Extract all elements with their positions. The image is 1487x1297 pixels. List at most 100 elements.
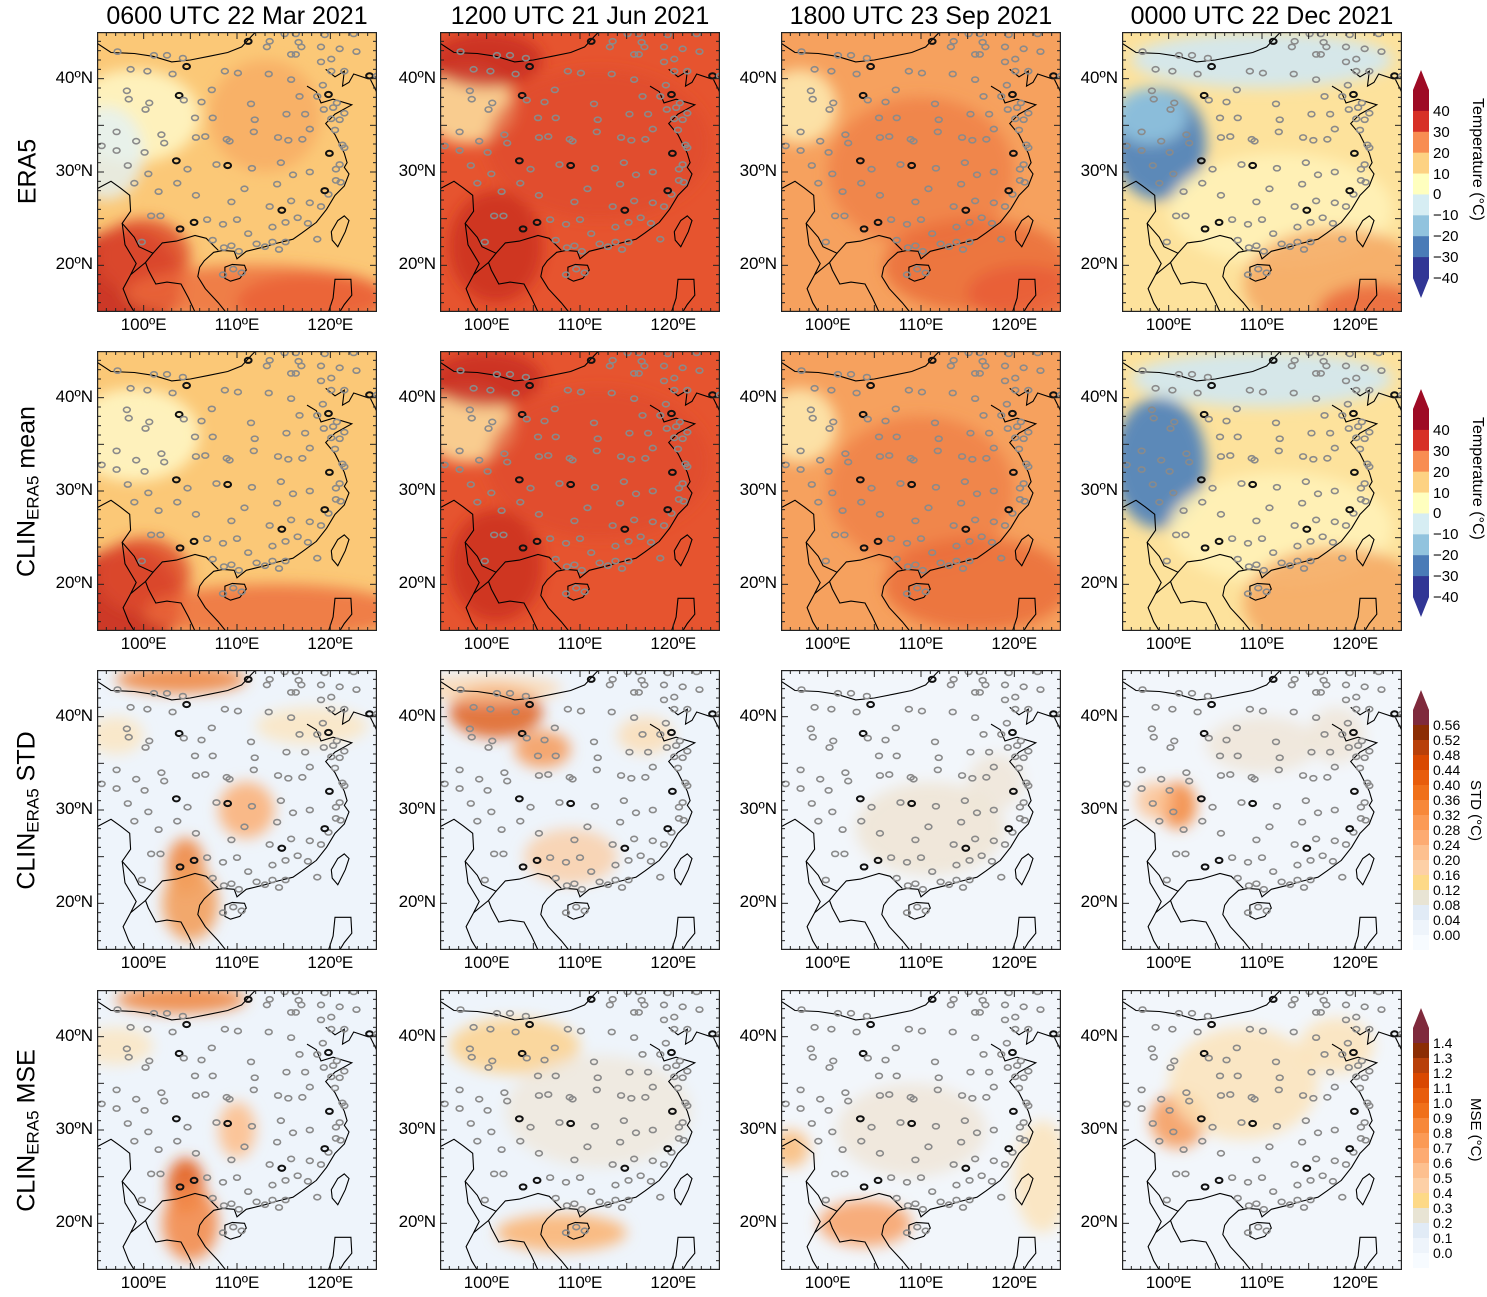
station-marker bbox=[965, 1196, 974, 1204]
boundary-line bbox=[1355, 215, 1375, 248]
station-marker-highlight bbox=[855, 1115, 865, 1123]
station-marker bbox=[316, 43, 326, 51]
station-marker bbox=[488, 737, 497, 745]
x-tick-label: 110ºE bbox=[1239, 953, 1285, 972]
station-marker bbox=[232, 854, 242, 861]
station-marker bbox=[122, 406, 132, 414]
station-marker bbox=[896, 161, 905, 168]
station-marker bbox=[225, 137, 234, 145]
station-marker bbox=[1356, 176, 1366, 184]
station-marker-highlight bbox=[532, 856, 542, 864]
station-marker bbox=[1352, 115, 1361, 123]
y-tick-label: 40ºN bbox=[1080, 1025, 1118, 1045]
station-marker bbox=[349, 32, 358, 38]
field-blob bbox=[1206, 716, 1318, 773]
station-marker bbox=[1341, 1161, 1351, 1168]
station-marker bbox=[113, 1006, 122, 1013]
station-marker bbox=[208, 752, 217, 760]
station-marker bbox=[1015, 484, 1025, 492]
station-marker-highlight bbox=[1350, 1107, 1359, 1115]
station-marker bbox=[583, 1143, 592, 1151]
station-marker bbox=[1343, 1039, 1353, 1047]
station-marker-highlight bbox=[223, 1119, 233, 1128]
station-marker bbox=[936, 240, 945, 248]
station-marker bbox=[561, 909, 571, 917]
station-marker bbox=[246, 100, 256, 108]
station-marker bbox=[293, 852, 302, 860]
station-marker bbox=[534, 772, 544, 779]
station-marker bbox=[648, 199, 658, 207]
station-marker bbox=[1377, 1006, 1386, 1013]
boundary-line bbox=[197, 404, 354, 631]
station-marker bbox=[281, 856, 290, 864]
station-marker bbox=[670, 374, 679, 382]
y-tick-label: 30ºN bbox=[739, 1119, 777, 1138]
station-marker-highlight bbox=[1004, 187, 1014, 195]
station-marker bbox=[885, 771, 894, 778]
colorbar-segment bbox=[1413, 845, 1429, 861]
boundary-line bbox=[814, 262, 830, 276]
station-marker bbox=[545, 535, 555, 542]
station-marker bbox=[846, 689, 856, 697]
station-marker bbox=[1307, 110, 1316, 118]
station-marker bbox=[911, 517, 920, 525]
station-marker bbox=[352, 686, 361, 693]
station-marker bbox=[997, 873, 1006, 881]
station-marker bbox=[281, 218, 290, 226]
station-marker bbox=[1356, 814, 1366, 822]
station-marker bbox=[141, 744, 150, 751]
station-marker-highlight bbox=[1268, 995, 1278, 1003]
station-marker-highlight bbox=[620, 206, 630, 214]
station-marker bbox=[875, 191, 885, 199]
station-marker bbox=[240, 1143, 249, 1151]
station-marker-highlight bbox=[1008, 728, 1017, 737]
station-marker bbox=[1360, 1074, 1369, 1082]
row-label-main: ERA5 bbox=[13, 138, 42, 205]
colorbar-tick-label: 10 bbox=[1433, 484, 1450, 502]
station-marker bbox=[825, 425, 834, 432]
colorbar-segment bbox=[1413, 1238, 1429, 1254]
boundary-line bbox=[1249, 582, 1272, 601]
boundary-line bbox=[670, 597, 696, 631]
x-tick-label: 110ºE bbox=[1239, 634, 1285, 653]
station-marker bbox=[465, 725, 475, 733]
station-marker bbox=[173, 179, 182, 187]
station-marker bbox=[489, 1170, 499, 1178]
station-marker bbox=[157, 769, 166, 777]
station-marker bbox=[593, 435, 602, 443]
boundary-line bbox=[440, 180, 562, 254]
station-marker bbox=[972, 171, 982, 179]
station-marker bbox=[534, 134, 544, 141]
station-marker bbox=[1271, 100, 1281, 108]
station-marker bbox=[659, 362, 669, 370]
field-blob bbox=[97, 537, 191, 613]
field-blob bbox=[115, 990, 247, 1014]
station-marker bbox=[659, 522, 669, 529]
station-marker-highlight bbox=[1345, 1145, 1355, 1153]
station-marker bbox=[638, 412, 647, 419]
station-marker bbox=[1320, 412, 1329, 419]
station-marker bbox=[631, 171, 641, 179]
station-marker bbox=[1341, 203, 1351, 210]
colorbar-tick-label: 20 bbox=[1433, 144, 1450, 162]
station-marker bbox=[673, 764, 683, 772]
station-marker bbox=[1352, 434, 1361, 442]
map-panel bbox=[97, 670, 377, 950]
colorbar-tick-label: 0.7 bbox=[1433, 1140, 1453, 1156]
station-marker bbox=[349, 990, 358, 996]
station-marker bbox=[715, 710, 720, 718]
station-marker bbox=[1168, 67, 1177, 75]
station-marker bbox=[838, 826, 847, 833]
station-marker bbox=[648, 1157, 658, 1165]
station-marker bbox=[796, 147, 805, 154]
station-marker bbox=[829, 418, 838, 426]
station-marker bbox=[1322, 681, 1331, 689]
station-marker bbox=[112, 466, 121, 473]
station-marker bbox=[608, 995, 617, 1003]
station-marker bbox=[487, 808, 496, 816]
station-marker bbox=[1257, 1174, 1267, 1181]
station-marker bbox=[534, 1092, 544, 1099]
station-marker bbox=[1156, 456, 1166, 464]
station-marker bbox=[1174, 1009, 1184, 1017]
x-tick-label: 110ºE bbox=[898, 634, 944, 653]
